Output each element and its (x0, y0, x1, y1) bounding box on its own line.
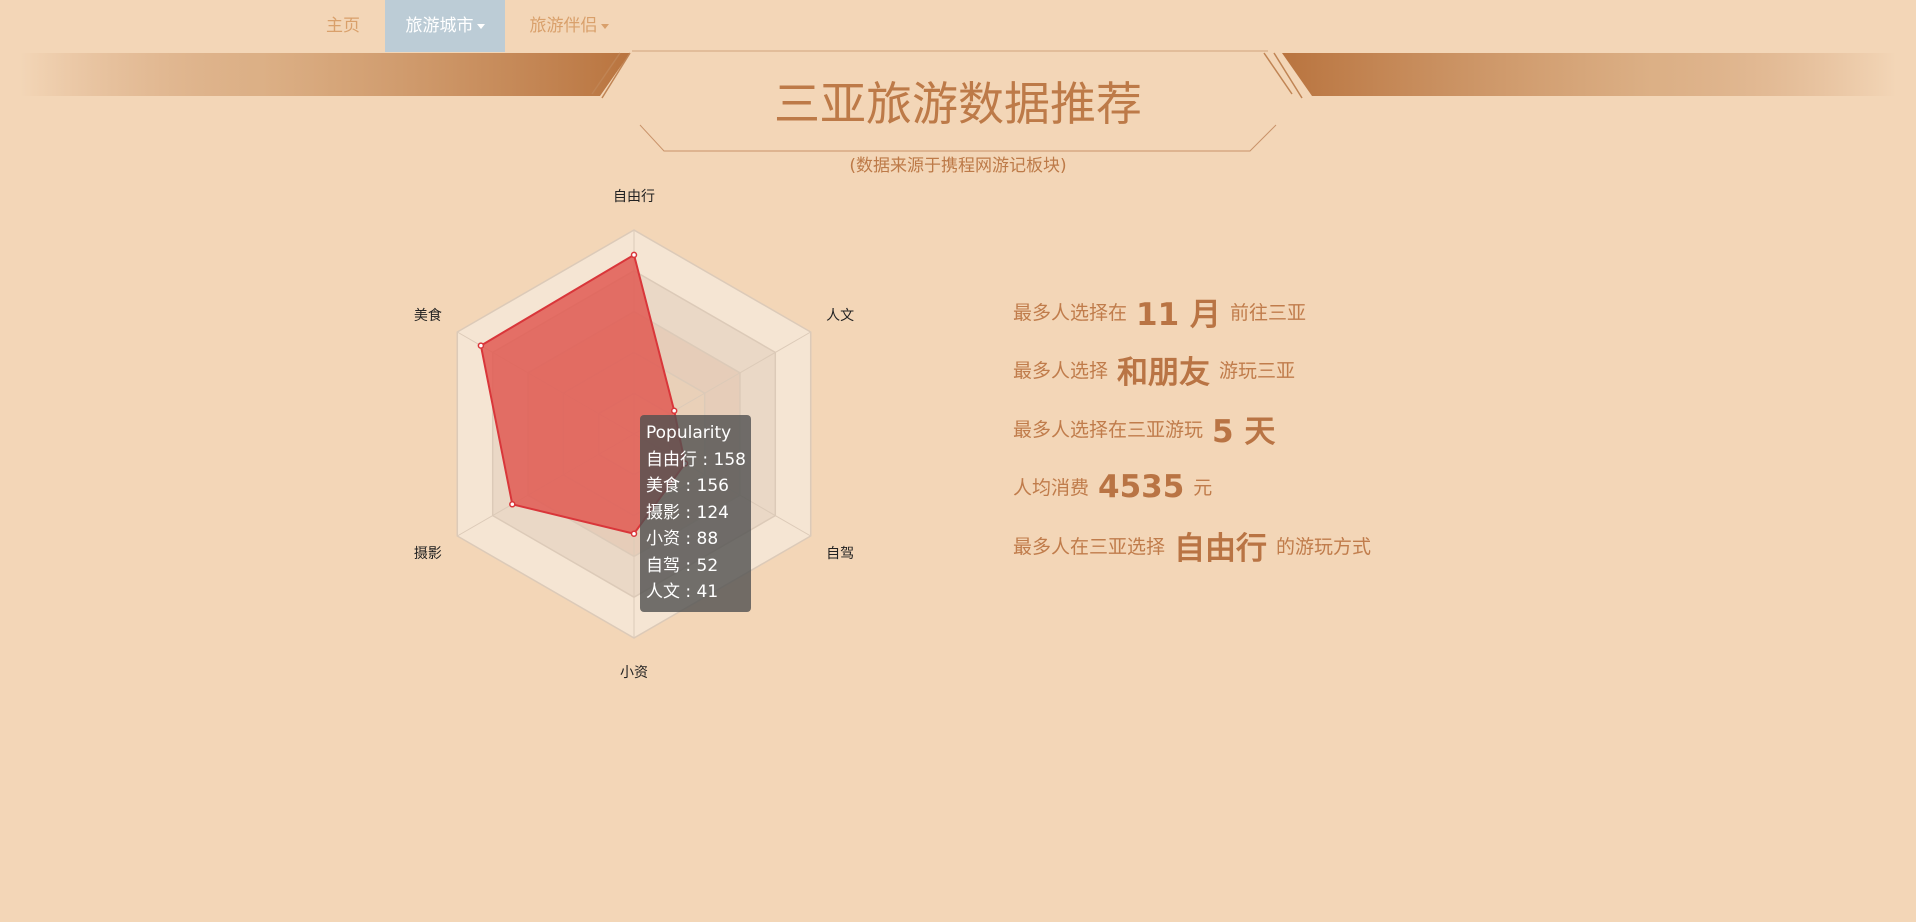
stat-prefix: 最多人在三亚选择 (1013, 535, 1166, 558)
stat-suffix: 前往三亚 (1229, 301, 1306, 324)
stat-companion: 最多人选择 和朋友 游玩三亚 (1013, 341, 1653, 400)
stat-prefix: 最多人选择在三亚游玩 (1013, 418, 1204, 441)
radar-data-point[interactable] (509, 501, 516, 508)
nav-home-label: 主页 (326, 16, 360, 36)
stat-suffix: 的游玩方式 (1276, 535, 1372, 558)
radar-indicator-label: 人文 (826, 308, 854, 324)
tooltip-row: 小资 : 88 (646, 529, 719, 549)
stats-panel: 最多人选择在 11 月 前往三亚 最多人选择 和朋友 游玩三亚 最多人选择在三亚… (1013, 282, 1653, 575)
radar-data-point[interactable] (670, 407, 678, 415)
radar-data-point[interactable] (477, 342, 485, 349)
nav-companion-dropdown[interactable]: 旅游伴侣 (515, 0, 623, 52)
nav-city-dropdown[interactable]: 旅游城市 (385, 0, 505, 52)
tooltip-row: 自驾 : 52 (646, 555, 719, 576)
page-subtitle: (数据来源于携程网游记板块) (849, 156, 1067, 176)
nav-home-link[interactable]: 主页 (312, 0, 374, 52)
stat-value: 11 月 (1136, 296, 1221, 333)
radar-indicator-label: 摄影 (414, 546, 442, 562)
stat-value: 自由行 (1174, 530, 1268, 567)
stat-spending: 人均消费 4535 元 (1013, 458, 1653, 517)
radar-indicator-label: 自由行 (613, 189, 655, 205)
tooltip-title: Popularity (646, 423, 732, 443)
page-title: 三亚旅游数据推荐 (774, 77, 1142, 131)
radar-data-point[interactable] (630, 530, 638, 537)
stat-prefix: 最多人选择 (1013, 360, 1109, 383)
tooltip-row: 自由行 : 158 (646, 449, 746, 470)
stat-days: 最多人选择在三亚游玩 5 天 (1013, 399, 1653, 458)
stat-suffix: 游玩三亚 (1219, 360, 1296, 383)
stat-value: 4535 (1098, 468, 1185, 505)
stat-prefix: 最多人选择在 (1013, 301, 1128, 324)
radar-indicator-label: 自驾 (826, 546, 854, 562)
top-navbar: 主页 旅游城市 旅游伴侣 (0, 0, 1916, 52)
tooltip-row: 摄影 : 124 (646, 502, 729, 523)
stat-travel-mode: 最多人在三亚选择 自由行 的游玩方式 (1013, 516, 1653, 575)
nav-companion-label: 旅游伴侣 (529, 16, 598, 36)
stat-suffix: 元 (1193, 477, 1213, 500)
tooltip-row: 美食 : 156 (646, 476, 729, 496)
caret-down-icon (476, 23, 485, 29)
radar-data-point[interactable] (630, 251, 638, 259)
caret-down-icon (600, 23, 609, 29)
stat-prefix: 人均消费 (1013, 477, 1090, 500)
stat-month: 最多人选择在 11 月 前往三亚 (1013, 282, 1653, 341)
radar-indicator-label: 美食 (414, 307, 442, 324)
radar-indicator-label: 小资 (620, 665, 648, 681)
chart-tooltip: Popularity 自由行 : 158 美食 : 156 摄影 : 124 小… (640, 415, 751, 612)
radar-series (477, 251, 689, 537)
stat-value: 5 天 (1212, 413, 1276, 450)
stat-value: 和朋友 (1117, 355, 1211, 392)
header-banner-decoration (20, 50, 1896, 152)
tooltip-row: 人文 : 41 (646, 582, 719, 602)
nav-city-label: 旅游城市 (405, 16, 474, 36)
